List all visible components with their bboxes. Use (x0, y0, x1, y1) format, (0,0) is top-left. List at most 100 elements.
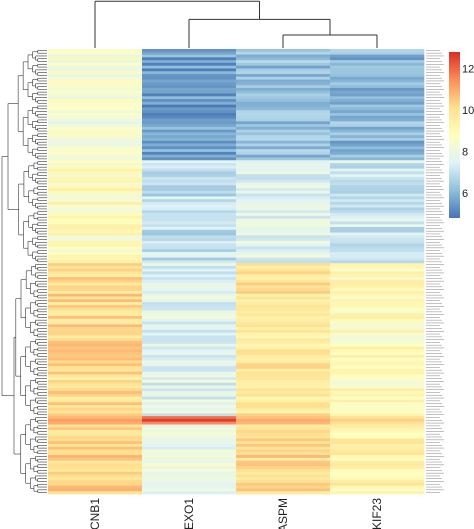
heatmap-cell (236, 99, 331, 103)
heatmap-cell (48, 304, 143, 309)
heatmap-cell (48, 96, 143, 100)
heatmap-cell (142, 149, 237, 153)
heatmap-cell (142, 235, 237, 239)
heatmap-cell (48, 299, 143, 303)
heatmap-cell (236, 168, 331, 172)
heatmap-cell (142, 90, 237, 94)
heatmap-cell (48, 357, 143, 361)
heatmap-cell (142, 290, 237, 295)
heatmap-cell (330, 221, 425, 225)
heatmap-cell (142, 460, 237, 464)
heatmap-cell (142, 313, 237, 317)
heatmap-cell (236, 185, 331, 189)
heatmap-cell (330, 285, 425, 289)
heatmap-cell (330, 457, 425, 461)
heatmap-cell (330, 338, 425, 342)
heatmap-cell (330, 393, 425, 398)
heatmap-cell (48, 207, 143, 211)
heatmap-cell (330, 263, 425, 267)
heatmap-cell (142, 293, 237, 297)
heatmap-cell (142, 143, 237, 147)
heatmap-cell (330, 388, 425, 392)
heatmap-cell (236, 249, 331, 253)
heatmap-cell (48, 321, 143, 325)
heatmap-cell (330, 257, 425, 261)
heatmap-cell (48, 410, 143, 414)
heatmap-cell (142, 265, 237, 270)
heatmap-cell (142, 107, 237, 111)
heatmap-cell (330, 57, 425, 61)
heatmap-cell (330, 424, 425, 428)
row-labels (426, 50, 444, 493)
heatmap-cell (142, 188, 237, 192)
heatmap-cell (236, 290, 331, 295)
heatmap-cell (48, 335, 143, 339)
heatmap-cell (330, 455, 425, 459)
heatmap-cell (330, 480, 425, 484)
heatmap-cell (142, 374, 237, 378)
heatmap-cell (236, 224, 331, 228)
heatmap-cell (48, 424, 143, 428)
heatmap-cell (142, 85, 237, 89)
heatmap-cell (48, 252, 143, 256)
heatmap-cell (236, 87, 331, 92)
heatmap-cell (330, 252, 425, 256)
heatmap-cell (48, 413, 143, 417)
heatmap-cell (142, 165, 237, 169)
heatmap-cell (142, 491, 237, 495)
heatmap-cell (142, 126, 237, 131)
heatmap-cell (330, 471, 425, 475)
heatmap-cell (142, 121, 237, 125)
heatmap-cell (48, 213, 143, 217)
heatmap-cell (330, 435, 425, 439)
heatmap-cell (330, 151, 425, 156)
heatmap-cell (236, 474, 331, 478)
heatmap-cell (330, 49, 425, 53)
heatmap-cell (330, 299, 425, 303)
heatmap-cell (330, 51, 425, 55)
heatmap-cell (48, 124, 143, 128)
heatmap-cell (330, 240, 425, 245)
heatmap-cell (142, 227, 237, 231)
heatmap-cell (142, 427, 237, 431)
heatmap-cell (330, 190, 425, 194)
heatmap-cell (236, 432, 331, 436)
heatmap-cell (236, 110, 331, 114)
heatmap-cell (330, 441, 425, 445)
heatmap-cell (330, 232, 425, 236)
heatmap-cell (236, 446, 331, 450)
heatmap-cell (48, 99, 143, 103)
heatmap-cell (142, 430, 237, 434)
heatmap-cell (236, 124, 331, 128)
heatmap-cell (236, 346, 331, 350)
heatmap-cell (330, 79, 425, 83)
heatmap-cell (48, 468, 143, 473)
heatmap-cell (330, 168, 425, 172)
heatmap-cell (236, 257, 331, 261)
heatmap-cell (48, 204, 143, 208)
heatmap-cell (236, 277, 331, 281)
heatmap-cell (142, 101, 237, 105)
heatmap-cell (330, 87, 425, 92)
heatmap-cell (236, 388, 331, 392)
heatmap-cell (236, 190, 331, 194)
heatmap-cell (236, 79, 331, 83)
heatmap-cell (142, 418, 237, 423)
heatmap-cell (142, 316, 237, 320)
heatmap-cell (48, 399, 143, 403)
heatmap-cell (142, 310, 237, 314)
heatmap-cell (48, 129, 143, 133)
heatmap-cell (48, 374, 143, 378)
heatmap-cell (330, 413, 425, 417)
heatmap-cell (142, 377, 237, 381)
heatmap-cell (236, 285, 331, 289)
heatmap-cell (330, 354, 425, 359)
heatmap-cell (236, 418, 331, 423)
heatmap-cell (236, 371, 331, 375)
heatmap-cell (236, 488, 331, 492)
heatmap-cell (330, 215, 425, 220)
heatmap-cell (236, 227, 331, 231)
heatmap-cell (48, 449, 143, 453)
heatmap-cell (142, 207, 237, 211)
heatmap-cell (142, 441, 237, 445)
